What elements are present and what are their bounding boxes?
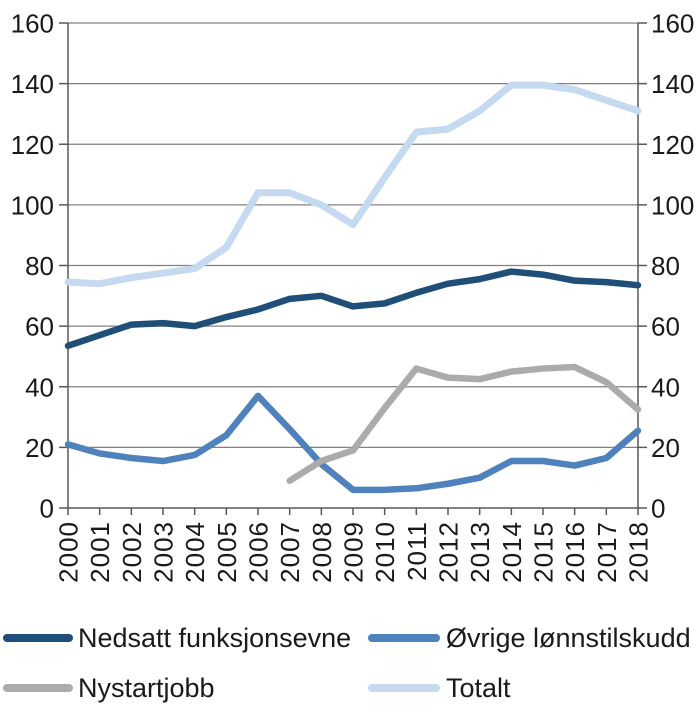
- x-axis-label: 2002: [117, 521, 147, 583]
- y-axis-label-right: 60: [651, 312, 680, 342]
- series-line-4: [64, 81, 642, 288]
- x-axis-label: 2010: [370, 521, 400, 583]
- y-axis-label-left: 140: [11, 69, 54, 99]
- x-axis-label: 2018: [624, 521, 654, 583]
- legend-label: Totalt: [446, 672, 511, 703]
- x-axis-label: 2000: [54, 521, 84, 583]
- legend-item-ovrige-lonnstilskudd: Øvrige lønnstilskudd: [365, 613, 700, 663]
- y-axis-label-right: 80: [651, 251, 680, 281]
- legend-item-nystartjobb: Nystartjobb: [0, 663, 365, 713]
- series-line-1: [64, 268, 642, 350]
- x-axis-label: 2004: [180, 521, 210, 583]
- y-axis-label-left: 120: [11, 130, 54, 160]
- legend-label: Nedsatt funksjonsevne: [78, 622, 352, 653]
- y-axis-label-right: 40: [651, 372, 680, 402]
- series-line-2: [64, 392, 642, 494]
- chart-legend: Nedsatt funksjonsevne Øvrige lønnstilsku…: [0, 613, 700, 713]
- y-axis-label-left: 60: [25, 312, 54, 342]
- legend-label: Øvrige lønnstilskudd: [446, 622, 691, 653]
- legend-label: Nystartjobb: [78, 672, 215, 703]
- y-axis-label-left: 160: [11, 9, 54, 39]
- x-axis-label: 2014: [497, 521, 527, 583]
- x-axis-label: 2015: [529, 521, 559, 583]
- x-axis-label: 2001: [85, 521, 115, 583]
- y-axis-label-right: 120: [651, 130, 694, 160]
- x-axis-label: 2011: [402, 521, 432, 581]
- y-axis-label-right: 0: [651, 494, 665, 524]
- y-axis-label-left: 40: [25, 372, 54, 402]
- y-axis-label-right: 100: [651, 190, 694, 220]
- y-axis-label-left: 20: [25, 433, 54, 463]
- legend-swatch-light-blue-line-icon: [368, 684, 440, 692]
- x-axis-label: 2013: [465, 521, 495, 583]
- y-axis-label-right: 160: [651, 9, 694, 39]
- legend-swatch-medium-blue-line-icon: [368, 634, 440, 642]
- x-axis-label: 2009: [339, 521, 369, 583]
- x-axis-label: 2008: [307, 521, 337, 583]
- series-line-3: [286, 363, 642, 484]
- x-axis-label: 2005: [212, 521, 242, 583]
- x-axis-label: 2012: [434, 521, 464, 583]
- x-axis-label: 2016: [560, 521, 590, 583]
- legend-item-nedsatt-funksjonsevne: Nedsatt funksjonsevne: [0, 613, 365, 663]
- y-axis-label-right: 140: [651, 69, 694, 99]
- legend-swatch-gray-line-icon: [3, 684, 73, 692]
- line-chart: 0 0 20 20 40 40 60 60 80 80 100 100 120 120 140 140 160 1…: [11, 9, 695, 583]
- x-axis-label: 2007: [275, 521, 305, 583]
- y-axis-label-left: 0: [40, 494, 54, 524]
- y-axis-label-left: 100: [11, 190, 54, 220]
- legend-item-totalt: Totalt: [365, 663, 700, 713]
- x-axis-label: 2017: [592, 521, 622, 583]
- x-axis-label: 2006: [244, 521, 274, 583]
- y-axis-label-right: 20: [651, 433, 680, 463]
- x-axis-label: 2003: [149, 521, 179, 583]
- y-axis-label-left: 80: [25, 251, 54, 281]
- legend-swatch-dark-blue-line-icon: [3, 634, 73, 642]
